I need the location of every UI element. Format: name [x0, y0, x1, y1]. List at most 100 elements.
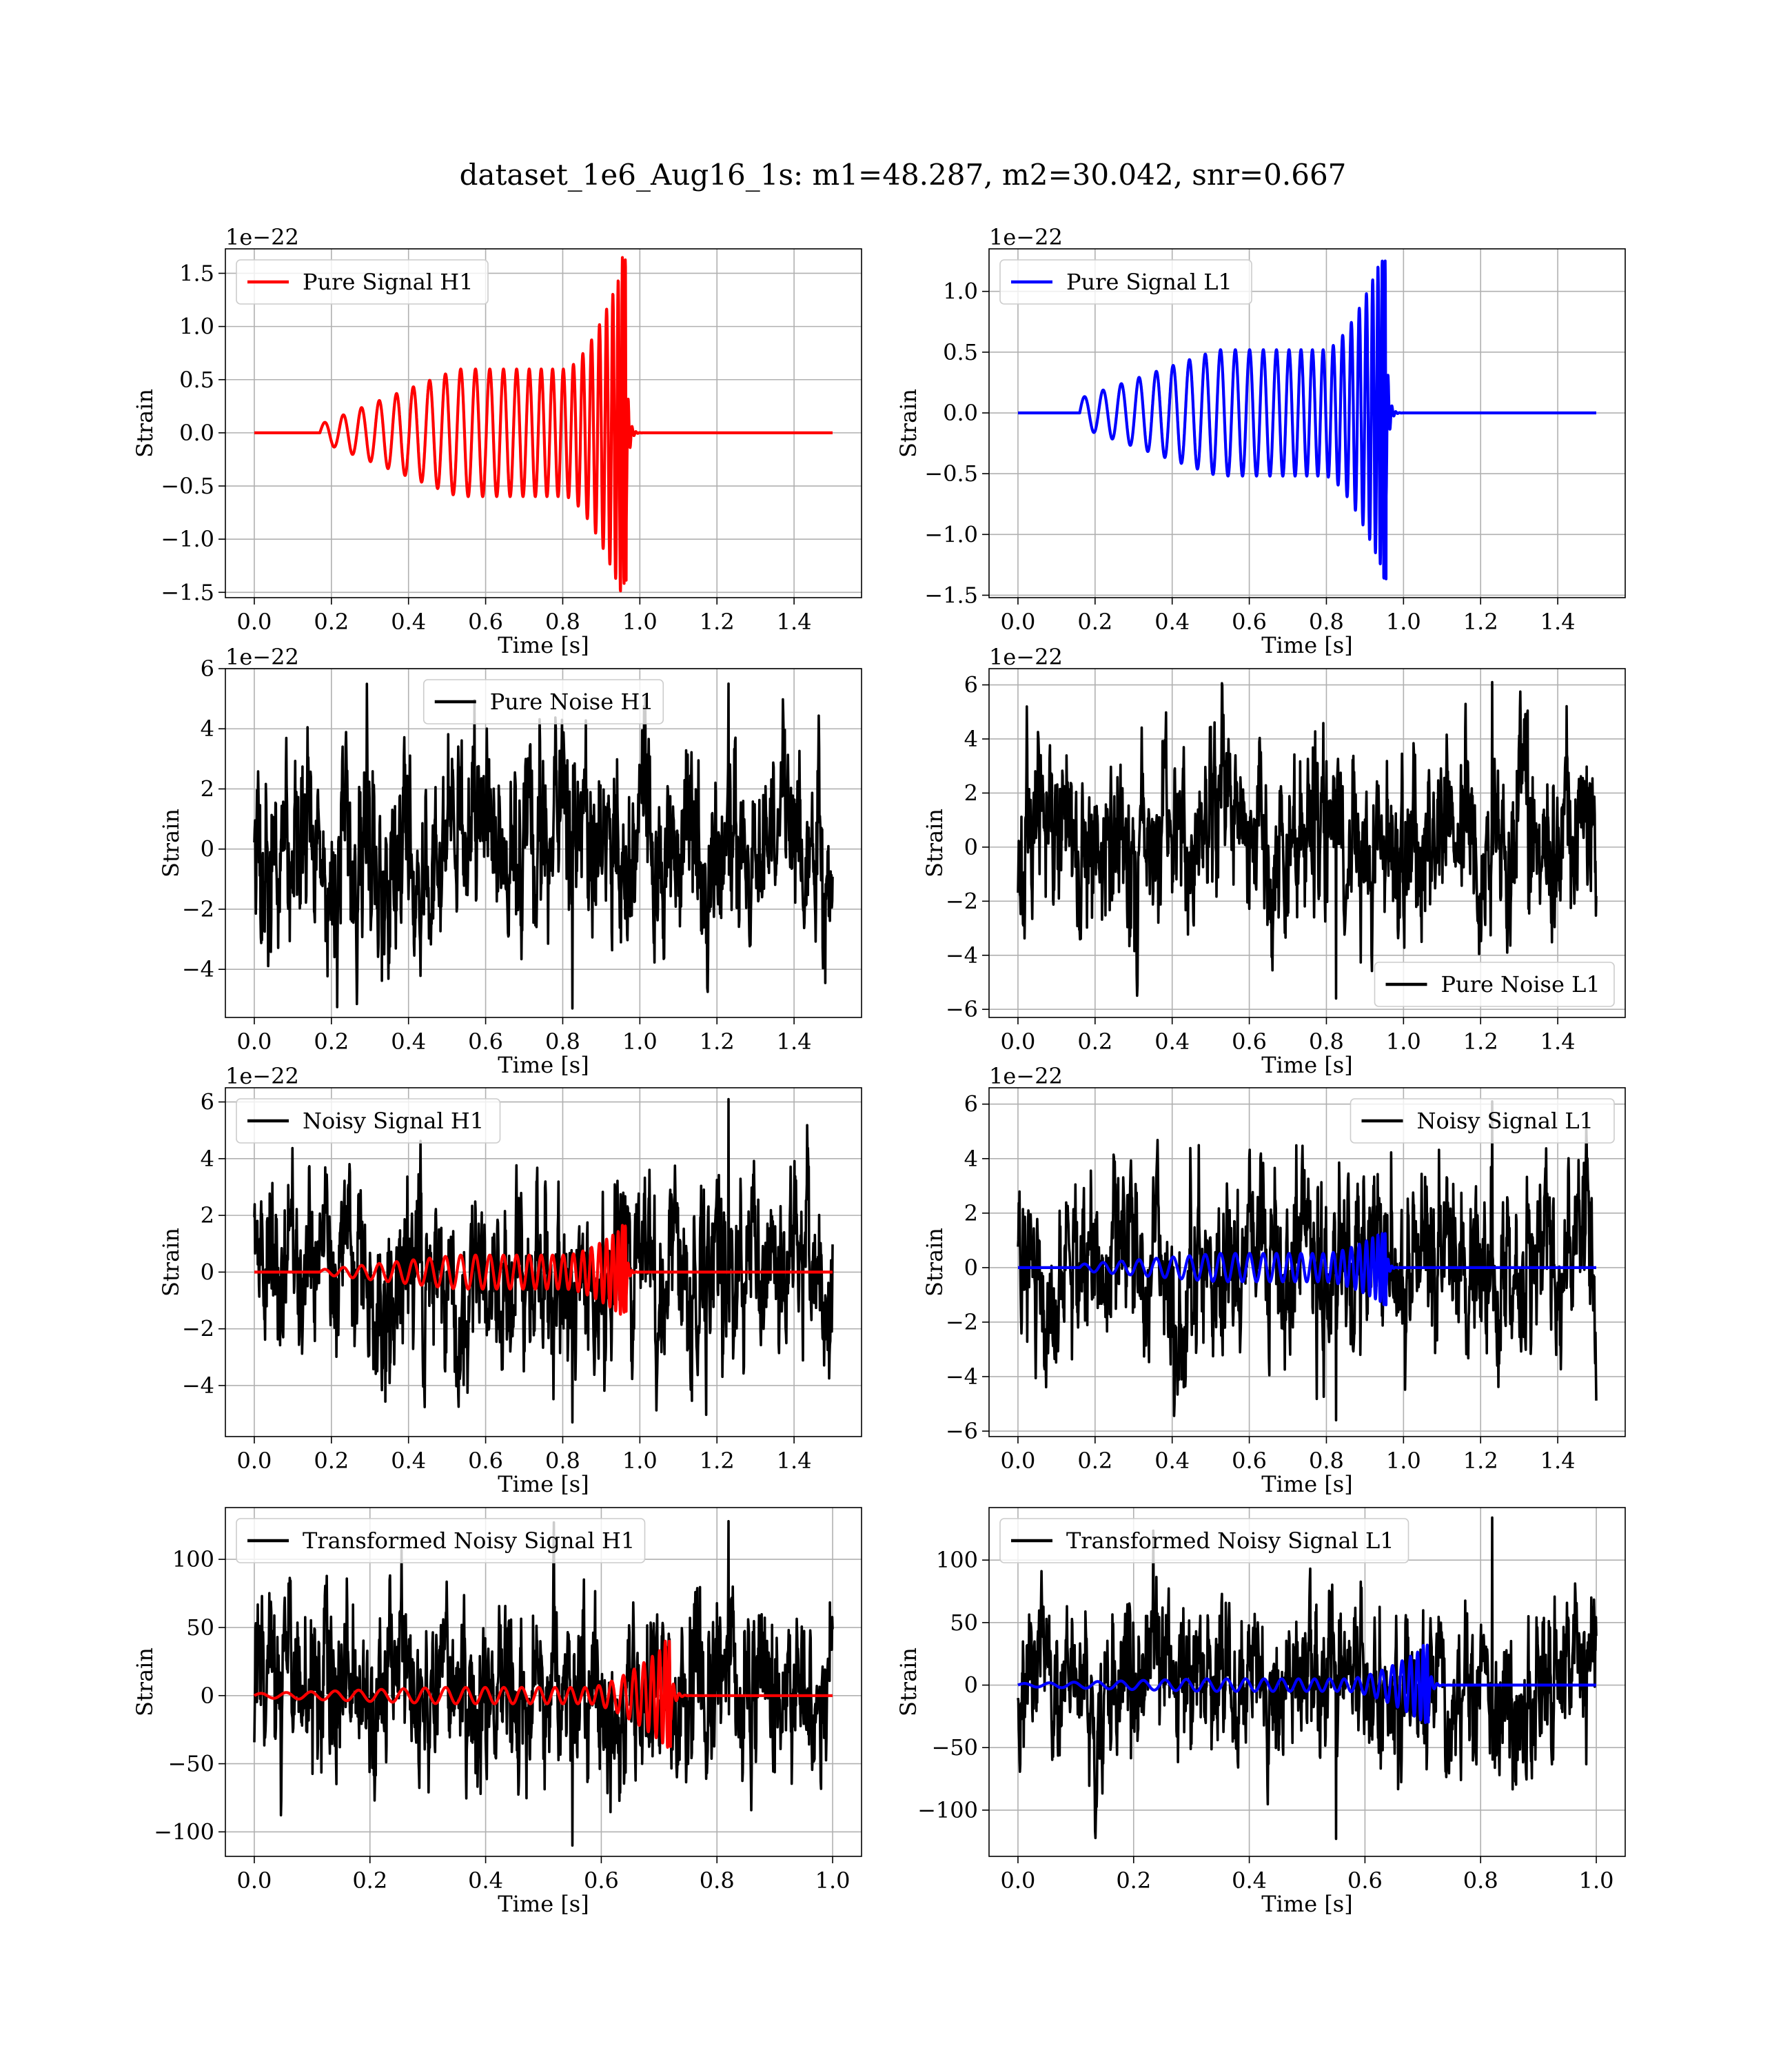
y-tick-label: 4: [201, 716, 214, 742]
x-tick-label: 0.8: [545, 1028, 580, 1055]
y-tick-label: 1.5: [179, 260, 214, 286]
y-tick-label: 2: [201, 776, 214, 802]
x-axis-label: Time [s]: [498, 1052, 589, 1078]
x-tick-label: 1.0: [1386, 1448, 1421, 1474]
y-tick-label: −1.0: [924, 521, 978, 547]
plot-area: [1017, 1516, 1598, 1841]
x-tick-label: 0.0: [1001, 609, 1036, 635]
y-tick-label: 0: [964, 1255, 978, 1281]
axes-frame: [988, 668, 1626, 1018]
legend: Transformed Noisy Signal L1: [999, 1518, 1409, 1563]
y-axis-label: Strain: [922, 809, 948, 878]
y-tick-label: 100: [172, 1546, 214, 1572]
plot-area: [253, 1097, 834, 1424]
y-tick-label: 0.0: [179, 420, 214, 446]
offset-text: 1e−22: [989, 224, 1063, 250]
y-axis-label: Strain: [158, 809, 184, 878]
x-tick-label: 1.0: [622, 1448, 658, 1474]
plot-area: [253, 1520, 834, 1847]
y-tick-label: 2: [201, 1202, 214, 1228]
legend: Transformed Noisy Signal H1: [236, 1518, 646, 1563]
axes-frame: [225, 668, 862, 1018]
y-tick-label: −4: [946, 942, 978, 969]
y-tick-label: 2: [964, 1200, 978, 1226]
legend-label: Pure Noise H1: [490, 689, 654, 715]
y-tick-label: 100: [936, 1547, 978, 1573]
y-tick-label: 6: [201, 656, 214, 682]
y-tick-label: 0.5: [179, 367, 214, 393]
axes-frame: [988, 1507, 1626, 1857]
axes-frame: [225, 1087, 862, 1437]
x-tick-label: 1.4: [1540, 1028, 1576, 1055]
x-tick-label: 1.2: [700, 1028, 735, 1055]
x-tick-label: 1.2: [700, 1448, 735, 1474]
x-axis-label: Time [s]: [1261, 632, 1352, 658]
x-tick-label: 0.4: [1154, 1028, 1190, 1055]
x-axis-label: Time [s]: [498, 1471, 589, 1497]
plot-area: [254, 256, 834, 593]
y-tick-label: 0.5: [943, 339, 978, 365]
x-tick-label: 0.6: [468, 1028, 503, 1055]
y-tick-label: −1.5: [924, 582, 978, 608]
legend-label: Transformed Noisy Signal H1: [303, 1528, 635, 1554]
y-axis-label: Strain: [158, 1228, 184, 1297]
x-tick-label: 0.2: [1077, 1028, 1112, 1055]
legend: Pure Signal L1: [999, 259, 1252, 305]
y-tick-label: −2: [946, 888, 978, 914]
x-tick-label: 0.4: [1154, 609, 1190, 635]
legend-box: [1350, 1098, 1615, 1144]
y-tick-label: 4: [964, 1146, 978, 1172]
y-tick-label: −100: [917, 1797, 978, 1823]
y-tick-label: −2: [182, 1316, 214, 1342]
legend-box: [999, 259, 1252, 305]
y-tick-label: −6: [946, 1418, 978, 1444]
x-tick-label: 1.4: [777, 1028, 812, 1055]
offset-text: 1e−22: [989, 644, 1063, 670]
x-tick-label: 1.0: [1386, 609, 1421, 635]
series-line-pure-signal-h1: [254, 1224, 834, 1316]
figure-title: dataset_1e6_Aug16_1s: m1=48.287, m2=30.0…: [460, 158, 1347, 192]
y-tick-label: 0.0: [943, 400, 978, 426]
x-tick-label: 1.4: [1540, 609, 1576, 635]
x-tick-label: 1.2: [1463, 1448, 1498, 1474]
legend: Noisy Signal L1: [1350, 1098, 1615, 1144]
x-axis-label: Time [s]: [498, 632, 589, 658]
y-tick-label: 6: [964, 1091, 978, 1117]
x-tick-label: 0.4: [468, 1867, 503, 1894]
subplot-pure-noise-h1: 0.0 0.2 0.4 0.6 0.8 1.0 1.2 1.4 −4 −2 0 2 4 6 Time [s]…: [158, 644, 862, 1078]
x-tick-label: 1.2: [1463, 609, 1498, 635]
x-tick-label: 0.0: [237, 1867, 272, 1894]
series-line-noisy-signal-h1: [253, 1097, 834, 1424]
axes-frame: [988, 248, 1626, 598]
plot-area: [1017, 1100, 1598, 1422]
x-tick-label: 0.6: [468, 1448, 503, 1474]
legend-box: [236, 1098, 501, 1144]
y-tick-label: 0: [201, 836, 214, 862]
y-tick-label: −6: [946, 996, 978, 1022]
legend-box: [422, 679, 664, 724]
legend-box: [236, 259, 489, 305]
legend: Pure Signal H1: [236, 259, 489, 305]
x-tick-label: 0.6: [1347, 1867, 1383, 1894]
x-tick-label: 0.2: [1077, 609, 1112, 635]
y-tick-label: 1.0: [943, 278, 978, 305]
y-tick-label: −2: [946, 1309, 978, 1335]
plot-area: [1017, 680, 1598, 1000]
x-tick-label: 0.0: [1001, 1867, 1036, 1894]
legend-label: Pure Signal L1: [1066, 269, 1232, 295]
x-tick-label: 1.0: [622, 609, 658, 635]
x-tick-label: 0.0: [1001, 1028, 1036, 1055]
series-line-transformed-signal-l1: [1017, 1643, 1598, 1724]
x-tick-label: 1.2: [700, 609, 735, 635]
y-tick-label: −1.0: [161, 526, 214, 552]
y-tick-label: −0.5: [161, 473, 214, 499]
y-axis-label: Strain: [132, 1648, 158, 1716]
axes-frame: [988, 1087, 1626, 1437]
x-tick-label: 0.2: [1116, 1867, 1151, 1894]
plot-area: [1018, 259, 1598, 580]
x-tick-label: 0.4: [391, 1448, 426, 1474]
legend-label: Pure Signal H1: [303, 269, 474, 295]
x-tick-label: 1.4: [1540, 1448, 1576, 1474]
y-tick-label: 2: [964, 780, 978, 806]
x-tick-label: 0.8: [545, 609, 580, 635]
